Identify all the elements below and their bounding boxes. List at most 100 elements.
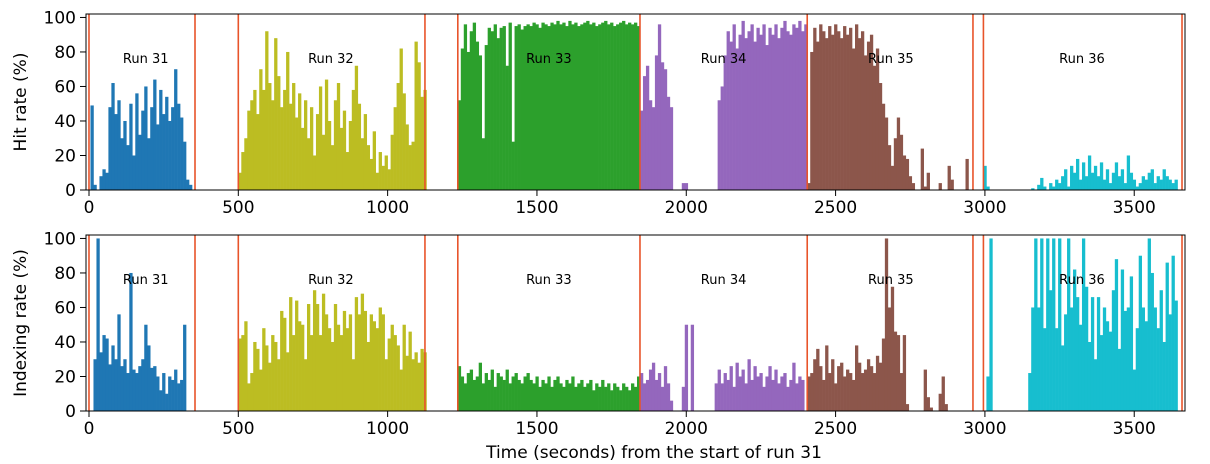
histogram-bar bbox=[526, 24, 530, 190]
histogram-bar bbox=[729, 41, 733, 190]
histogram-bar bbox=[642, 76, 647, 190]
histogram-bar bbox=[890, 286, 895, 411]
histogram-bar bbox=[631, 24, 635, 190]
histogram-bar bbox=[807, 183, 811, 190]
histogram-bar bbox=[654, 379, 659, 411]
histogram-bar bbox=[556, 376, 560, 411]
histogram-bar bbox=[399, 369, 403, 411]
histogram-bar bbox=[111, 83, 115, 190]
histogram-bar bbox=[729, 366, 733, 411]
histogram-bar bbox=[117, 100, 121, 190]
x-tick-label: 2000 bbox=[665, 198, 708, 218]
histogram-bar bbox=[165, 96, 169, 190]
histogram-bar bbox=[271, 100, 275, 190]
histogram-bar bbox=[1135, 186, 1140, 190]
histogram-bar bbox=[141, 359, 145, 411]
histogram-bar bbox=[375, 172, 379, 190]
histogram-bar bbox=[156, 376, 160, 411]
histogram-bar bbox=[747, 359, 751, 411]
histogram-bar bbox=[306, 304, 311, 411]
histogram-bar bbox=[855, 24, 859, 190]
histogram-bar bbox=[741, 369, 745, 411]
histogram-bar bbox=[1105, 321, 1110, 411]
histogram-bar bbox=[460, 376, 465, 411]
histogram-bar bbox=[648, 100, 653, 190]
x-tick-label: 2000 bbox=[665, 419, 708, 439]
histogram-bar bbox=[1040, 238, 1044, 411]
histogram-bar bbox=[532, 383, 536, 411]
histogram-bar bbox=[890, 165, 895, 190]
histogram-bar bbox=[547, 26, 551, 190]
histogram-bar bbox=[553, 379, 557, 411]
histogram-bar bbox=[849, 27, 853, 190]
histogram-bar bbox=[875, 48, 880, 191]
histogram-bar bbox=[631, 383, 635, 411]
histogram-bar bbox=[457, 100, 462, 190]
histogram-bar bbox=[162, 373, 166, 411]
histogram-bar bbox=[342, 310, 347, 411]
histogram-bar bbox=[405, 355, 409, 411]
histogram-bar bbox=[1067, 238, 1071, 411]
histogram-bar bbox=[262, 328, 266, 411]
histogram-bar bbox=[950, 179, 954, 190]
histogram-bar bbox=[684, 183, 689, 190]
histogram-bar bbox=[1108, 183, 1113, 190]
histogram-bar bbox=[141, 110, 145, 190]
histogram-bar bbox=[405, 124, 409, 190]
histogram-bar bbox=[511, 141, 515, 190]
histogram-bar bbox=[783, 373, 787, 411]
histogram-bar bbox=[366, 145, 371, 190]
histogram-bar bbox=[496, 38, 500, 190]
histogram-bar bbox=[1055, 328, 1059, 411]
histogram-bar bbox=[592, 22, 596, 190]
histogram-bar bbox=[390, 134, 394, 190]
histogram-bar bbox=[496, 373, 500, 411]
histogram-bar bbox=[390, 324, 394, 411]
histogram-bar bbox=[304, 100, 308, 190]
histogram-bar bbox=[256, 114, 260, 190]
histogram-bar bbox=[822, 379, 826, 411]
histogram-bar bbox=[899, 373, 904, 411]
histogram-bar bbox=[414, 352, 418, 411]
histogram-bar bbox=[484, 373, 488, 411]
histogram-bar bbox=[857, 38, 862, 190]
histogram-bar bbox=[499, 376, 503, 411]
histogram-bar bbox=[126, 145, 130, 190]
y-axis-label: Indexing rate (%) bbox=[11, 249, 31, 397]
histogram-bar bbox=[625, 24, 629, 190]
histogram-bar bbox=[1171, 183, 1175, 190]
histogram-bar bbox=[1162, 169, 1166, 190]
histogram-bar bbox=[144, 324, 148, 411]
histogram-bar bbox=[183, 324, 187, 411]
histogram-bar bbox=[1087, 155, 1092, 190]
histogram-bar bbox=[189, 184, 193, 190]
histogram-bar bbox=[490, 31, 494, 190]
histogram-bar bbox=[372, 321, 376, 411]
histogram-bar bbox=[893, 138, 898, 190]
histogram-bar bbox=[532, 22, 536, 190]
histogram-bar bbox=[986, 186, 990, 190]
y-tick-label: 20 bbox=[54, 367, 76, 387]
histogram-bar bbox=[120, 138, 124, 190]
histogram-bar bbox=[1159, 179, 1163, 190]
histogram-bar bbox=[580, 24, 584, 190]
histogram-bar bbox=[156, 124, 160, 190]
histogram-bar bbox=[1174, 179, 1178, 190]
histogram-bar bbox=[717, 369, 721, 411]
histogram-bar bbox=[1138, 183, 1142, 190]
histogram-bar bbox=[681, 183, 686, 190]
histogram-bar bbox=[1126, 307, 1131, 411]
histogram-bar bbox=[795, 27, 799, 190]
histogram-bar bbox=[523, 376, 527, 411]
histogram-bar bbox=[327, 120, 332, 190]
histogram-bar bbox=[717, 100, 721, 190]
histogram-bar bbox=[1141, 307, 1145, 411]
histogram-bar bbox=[816, 348, 820, 411]
histogram-bar bbox=[268, 362, 272, 411]
histogram-bar bbox=[105, 172, 109, 190]
histogram-bar bbox=[571, 24, 575, 190]
histogram-bar bbox=[586, 383, 590, 411]
histogram-bar bbox=[387, 338, 391, 411]
histogram-bar bbox=[896, 335, 901, 411]
